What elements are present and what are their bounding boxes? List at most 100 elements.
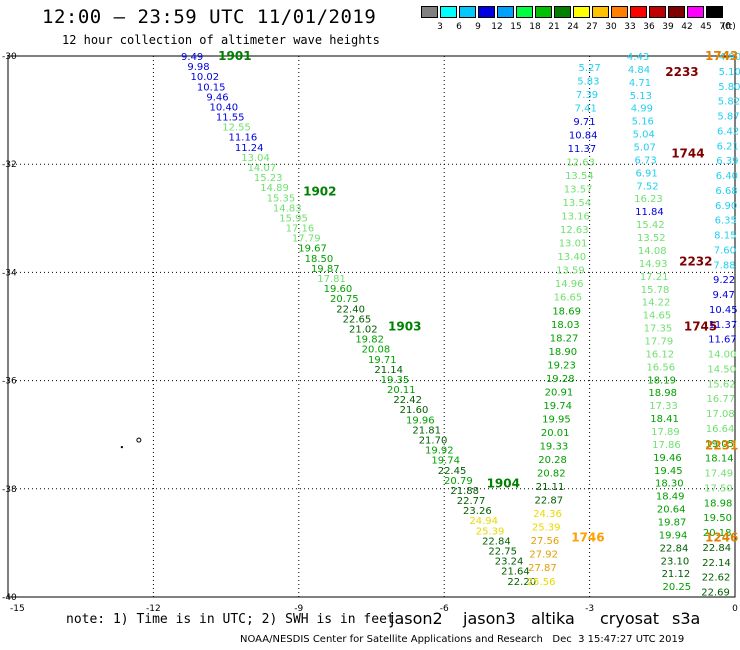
swh-value: 19.46 xyxy=(653,453,682,464)
swh-value: 9.49 xyxy=(181,52,203,63)
swh-value: 18.98 xyxy=(648,388,677,399)
swh-value: 19.95 xyxy=(542,414,571,425)
swh-value: 14.83 xyxy=(273,203,302,214)
swh-value: 20.11 xyxy=(387,385,416,396)
scale-label: 45 xyxy=(700,22,712,32)
swh-value: 9.71 xyxy=(573,117,595,128)
swh-value: 22.65 xyxy=(343,314,372,325)
swh-value: 17.08 xyxy=(706,409,735,420)
time-label: 1903 xyxy=(388,320,421,334)
scale-swatch xyxy=(478,6,495,18)
island-marker xyxy=(120,446,123,449)
scale-label: (ft) xyxy=(722,22,736,32)
swh-value: 22.84 xyxy=(482,536,511,547)
swh-value: 4.84 xyxy=(628,65,650,76)
time-label: 1746 xyxy=(571,530,604,544)
swh-value: 22.69 xyxy=(701,588,730,599)
swh-value: 17.16 xyxy=(286,224,315,235)
scale-swatch xyxy=(630,6,647,18)
swh-value: 14.50 xyxy=(707,364,736,375)
swh-value: 17.33 xyxy=(649,401,678,412)
swh-value: 17.79 xyxy=(645,336,674,347)
swh-value: 19.33 xyxy=(540,442,569,453)
swh-value: 18.03 xyxy=(551,320,580,331)
swh-value: 14.08 xyxy=(638,246,667,257)
swh-value: 27.87 xyxy=(528,563,557,574)
swh-value: 18.69 xyxy=(552,306,581,317)
swh-value: 6.35 xyxy=(715,216,737,227)
swh-value: 13.40 xyxy=(557,252,586,263)
swh-value: 4.71 xyxy=(629,78,651,89)
swh-value: 6.90 xyxy=(715,201,737,212)
scale-swatch xyxy=(573,6,590,18)
swh-value: 15.62 xyxy=(707,379,736,390)
swh-value: 5.13 xyxy=(630,91,652,102)
swh-value: 19.71 xyxy=(368,355,397,366)
swh-value: 14.22 xyxy=(642,298,671,309)
swh-value: 16.56 xyxy=(646,362,675,373)
swh-value: 15.23 xyxy=(254,173,283,184)
swh-value: 25.39 xyxy=(532,523,561,534)
swh-value: 6.91 xyxy=(635,168,657,179)
swh-value: 18.90 xyxy=(548,347,577,358)
page-subtitle: 12 hour collection of altimeter wave hei… xyxy=(62,33,380,47)
swh-value: 14.93 xyxy=(639,259,668,270)
swh-value: 11.84 xyxy=(635,207,664,218)
swh-value: 21.14 xyxy=(374,365,403,376)
swh-value: 6.21 xyxy=(717,141,739,152)
swh-value: 10.45 xyxy=(709,305,738,316)
swh-value: 25.39 xyxy=(476,526,505,537)
scale-label: 36 xyxy=(643,22,655,32)
time-label: 1744 xyxy=(671,146,704,160)
swh-value: 22.84 xyxy=(660,543,689,554)
swh-value: 17.86 xyxy=(652,440,681,451)
swh-value: 20.28 xyxy=(538,455,567,466)
swh-value: 22.42 xyxy=(393,395,422,406)
swh-value: 20.08 xyxy=(362,345,391,356)
swh-value: 10.02 xyxy=(191,72,220,83)
swh-value: 19.74 xyxy=(431,456,460,467)
swh-value: 14.00 xyxy=(708,350,737,361)
swh-value: 20.64 xyxy=(657,505,686,516)
scale-swatch xyxy=(459,6,476,18)
swh-value: 20.79 xyxy=(444,476,473,487)
swh-value: 4.99 xyxy=(631,104,653,115)
swh-value: 20.25 xyxy=(663,582,692,593)
scale-label: 70 xyxy=(719,22,731,32)
swh-value: 13.54 xyxy=(565,171,594,182)
swh-value: 7.39 xyxy=(576,90,598,101)
lat-tick-label: -38 xyxy=(2,485,17,495)
swh-value: 23.10 xyxy=(661,556,690,567)
scale-label: 6 xyxy=(456,22,462,32)
swh-value: 19.50 xyxy=(703,513,732,524)
swh-value: 21.60 xyxy=(400,405,429,416)
plot-frame xyxy=(7,55,736,598)
swh-value: 13.54 xyxy=(563,198,592,209)
scale-label: 27 xyxy=(586,22,598,32)
swh-value: 7.88 xyxy=(713,260,735,271)
swh-value: 19.35 xyxy=(381,375,410,386)
swh-value: 20.91 xyxy=(545,387,574,398)
swh-value: 20.18 xyxy=(703,528,732,539)
swh-value: 11.37 xyxy=(709,320,738,331)
swh-value: 16.65 xyxy=(554,293,583,304)
swh-value: 11.55 xyxy=(216,113,245,124)
swh-value: 19.05 xyxy=(705,439,734,450)
swh-value: 10.84 xyxy=(569,130,598,141)
swh-value: 16.77 xyxy=(707,394,736,405)
swh-value: 5.87 xyxy=(717,112,739,123)
scale-swatch xyxy=(611,6,628,18)
scale-swatch xyxy=(421,6,438,18)
swh-value: 17.79 xyxy=(292,234,321,245)
swh-value: 19.67 xyxy=(298,244,327,255)
time-label: 1745 xyxy=(684,320,717,334)
swh-value: 18.50 xyxy=(305,254,334,265)
swh-value: 5.27 xyxy=(578,63,600,74)
swh-value: 14.07 xyxy=(248,163,277,174)
swh-value: 6.68 xyxy=(715,186,737,197)
swh-value: 22.40 xyxy=(336,304,365,315)
swh-value: 16.23 xyxy=(634,194,663,205)
swh-value: 13.04 xyxy=(241,153,270,164)
mission-jason3: jason3 xyxy=(463,609,516,628)
swh-value: 19.60 xyxy=(324,284,353,295)
